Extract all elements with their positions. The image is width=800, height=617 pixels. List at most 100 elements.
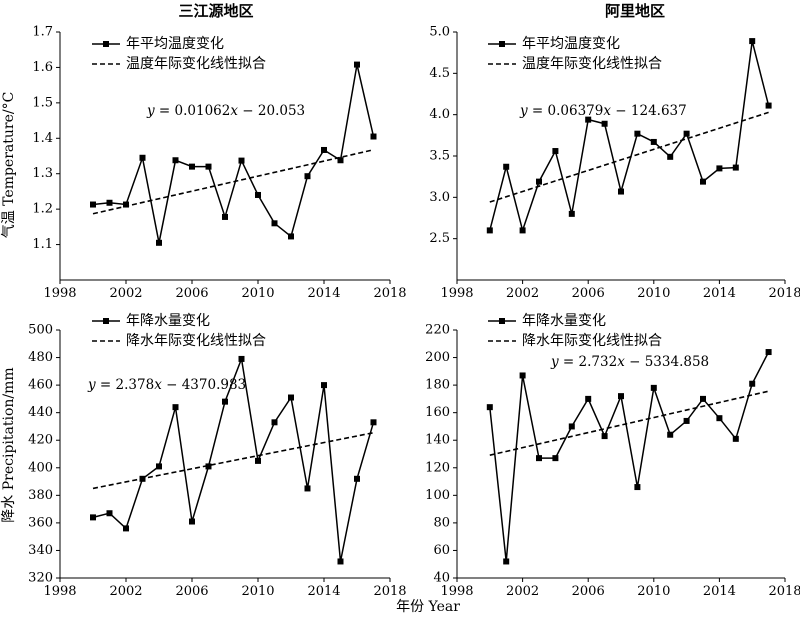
data-point (255, 457, 261, 464)
x-tick-label: 2018 (373, 584, 406, 599)
data-point (90, 201, 96, 208)
y-tick-label: 1.2 (32, 202, 53, 217)
data-point (271, 419, 278, 426)
data-point (634, 130, 641, 137)
y-tick-label: 120 (425, 460, 450, 475)
y-tick-label: 80 (433, 515, 450, 530)
legend-marker-sample (499, 41, 505, 47)
series-line (92, 64, 375, 243)
y-tick-label: 140 (425, 433, 450, 448)
data-point (304, 173, 311, 180)
y-tick-label: 5.0 (429, 25, 450, 40)
panel-title: 阿里地区 (605, 2, 665, 20)
data-point (189, 518, 195, 525)
data-point (700, 178, 706, 185)
data-point (650, 138, 657, 145)
y-tick-label: 460 (28, 378, 53, 393)
data-point (683, 130, 690, 137)
x-tick-label: 2010 (241, 584, 274, 599)
trend-line (489, 111, 769, 203)
y-tick-label: 4.5 (429, 66, 450, 81)
x-tick-label: 2002 (506, 584, 539, 599)
x-tick-label: 1998 (43, 584, 76, 599)
data-point (519, 372, 526, 379)
y-tick-label: 1.1 (32, 237, 53, 252)
x-tick-label: 2010 (637, 584, 670, 599)
panel-title: 三江源地区 (178, 2, 253, 20)
y-tick-label: 200 (425, 350, 450, 365)
data-point (732, 164, 739, 171)
data-point (536, 455, 542, 462)
legend-label-series: 年平均温度变化 (126, 36, 224, 52)
y-tick-label: 4.0 (429, 107, 450, 122)
data-point (568, 423, 575, 430)
legend-label-trend: 温度年际变化线性拟合 (522, 56, 662, 72)
data-point (106, 510, 113, 517)
y-tick-label: 1.6 (32, 60, 53, 75)
y-tick-label: 500 (28, 323, 53, 338)
data-point (238, 157, 245, 164)
data-point (205, 163, 212, 170)
y-tick-label: 3.5 (429, 149, 450, 164)
y-tick-label: 440 (28, 405, 53, 420)
y-tick-label: 360 (28, 515, 53, 530)
y-tick-label: 1.5 (32, 95, 53, 110)
data-point (337, 157, 344, 164)
y-tick-label: 1.7 (32, 25, 53, 40)
data-point (749, 38, 756, 45)
x-tick-label: 2014 (307, 584, 340, 599)
y-tick-label: 100 (425, 488, 450, 503)
x-axis-label-year: 年份 Year (396, 599, 460, 615)
y-tick-label: 340 (28, 543, 53, 558)
data-point (222, 213, 228, 220)
data-point (288, 233, 294, 240)
y-tick-label: 380 (28, 488, 53, 503)
data-point (370, 133, 377, 140)
x-tick-label: 2010 (241, 286, 274, 301)
y-tick-label: 400 (28, 460, 53, 475)
x-tick-label: 2006 (175, 286, 208, 301)
legend-marker-sample (499, 318, 505, 324)
data-point (123, 525, 129, 532)
data-point (222, 398, 228, 405)
data-point (585, 116, 592, 123)
data-point (486, 227, 493, 234)
x-tick-label: 2018 (768, 286, 800, 301)
y-tick-label: 1.4 (32, 131, 53, 146)
y-axis-label-temperature: 气温 Temperature/°C (1, 92, 17, 239)
data-point (716, 165, 723, 172)
legend-label-series: 年平均温度变化 (522, 36, 620, 52)
y-tick-label: 320 (28, 571, 53, 586)
legend-marker-sample (103, 41, 109, 47)
x-tick-label: 2014 (307, 286, 340, 301)
panel-precip-ali: 40 60 80 100 120 140 160 180 200 220 1998 2002 2006 2… (425, 313, 800, 599)
data-point (601, 120, 608, 127)
trend-equation: y = 0.06379x − 124.637 (519, 103, 687, 119)
y-axis-label-precipitation: 降水 Precipitation/mm (1, 367, 17, 522)
data-point (749, 380, 756, 387)
data-point (337, 558, 344, 565)
trend-equation: y = 0.01062x − 20.053 (146, 103, 305, 119)
data-point (271, 220, 278, 227)
panel-temp-ali: 阿里地区 2.5 3.0 3.5 4.0 4.5 5.0 1998 2002 2006 2010 20… (429, 2, 800, 301)
legend-label-trend: 降水年际变化线性拟合 (126, 333, 266, 349)
data-point (486, 404, 493, 411)
data-point (765, 102, 772, 109)
data-point (304, 485, 311, 492)
data-point (156, 463, 162, 470)
y-tick-label: 60 (433, 543, 450, 558)
data-point (667, 153, 674, 160)
data-point (370, 419, 377, 426)
data-point (123, 201, 129, 208)
data-point (106, 199, 113, 206)
data-point (288, 394, 294, 401)
data-point (139, 154, 146, 161)
y-tick-label: 40 (433, 571, 450, 586)
x-tick-label: 2006 (572, 584, 605, 599)
data-point (765, 349, 772, 356)
legend-label-trend: 温度年际变化线性拟合 (126, 56, 266, 72)
x-tick-label: 2006 (572, 286, 605, 301)
x-tick-label: 2014 (703, 584, 736, 599)
x-tick-label: 2002 (109, 584, 142, 599)
x-tick-label: 2010 (637, 286, 670, 301)
